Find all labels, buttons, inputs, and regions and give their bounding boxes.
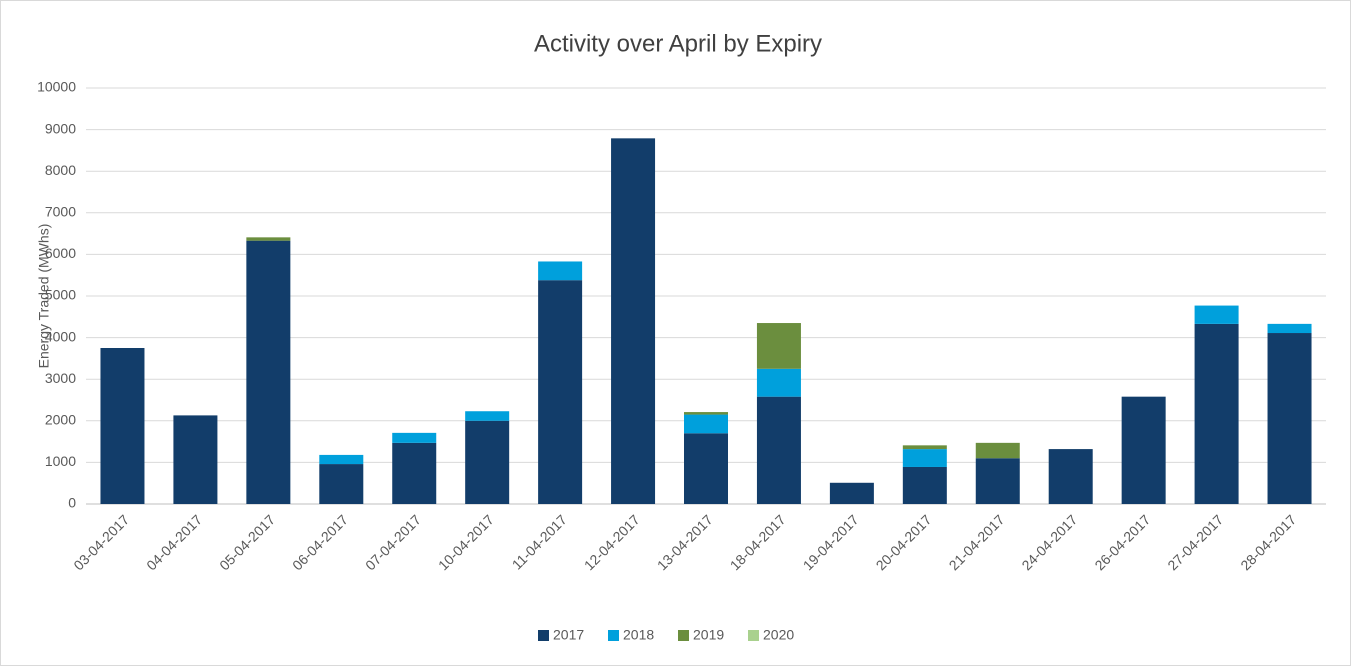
legend-label: 2020 <box>763 627 794 643</box>
bar-segment <box>684 433 728 504</box>
bar-segment <box>684 414 728 434</box>
bar-segment <box>1267 323 1312 334</box>
bar-segment <box>538 261 583 281</box>
y-tick-label: 9000 <box>45 120 76 136</box>
y-axis-label: Energy Traded (MWhs) <box>36 224 52 369</box>
y-tick-label: 0 <box>68 495 76 511</box>
y-tick-label: 6000 <box>45 245 76 261</box>
bar-segment <box>756 323 801 369</box>
legend-label: 2017 <box>553 627 584 643</box>
y-tick-label: 3000 <box>45 370 76 386</box>
bar-segment <box>902 449 947 467</box>
bar-segment <box>465 420 510 504</box>
bar-segment <box>1194 323 1239 504</box>
bar-segment <box>829 482 874 504</box>
legend-swatch <box>678 630 689 641</box>
legend-swatch <box>748 630 759 641</box>
bar-segment <box>1121 396 1166 504</box>
bar-segment <box>902 445 947 450</box>
y-tick-label: 2000 <box>45 412 76 428</box>
bar-segment <box>1267 333 1312 504</box>
bar-segment <box>756 396 801 504</box>
bar-segment <box>1194 305 1239 324</box>
bar-segment <box>100 348 145 504</box>
y-tick-label: 5000 <box>45 287 76 303</box>
y-tick-label: 1000 <box>45 453 76 469</box>
y-tick-label: 7000 <box>45 204 76 220</box>
chart-title: Activity over April by Expiry <box>534 30 822 57</box>
bar-segment <box>392 442 437 504</box>
bar-segment <box>392 432 437 443</box>
bar-segment <box>756 368 801 397</box>
bar-segment <box>319 454 364 465</box>
y-tick-label: 10000 <box>37 79 76 95</box>
bar-segment <box>1048 449 1093 504</box>
bar-segment <box>246 237 291 241</box>
legend-swatch <box>538 630 549 641</box>
bar-segment <box>975 442 1020 459</box>
legend-swatch <box>608 630 619 641</box>
bar-segment <box>684 412 728 415</box>
bar-segment <box>246 240 291 504</box>
y-tick-label: 8000 <box>45 162 76 178</box>
bar-segment <box>465 411 510 421</box>
bar-segment <box>173 415 218 504</box>
bar-segment <box>611 138 656 504</box>
bar-segment <box>319 464 364 504</box>
bar-segment <box>975 458 1020 504</box>
legend-label: 2018 <box>623 627 654 643</box>
bar-segment <box>538 280 583 504</box>
y-tick-label: 4000 <box>45 328 76 344</box>
bar-segment <box>902 466 947 504</box>
legend-label: 2019 <box>693 627 724 643</box>
